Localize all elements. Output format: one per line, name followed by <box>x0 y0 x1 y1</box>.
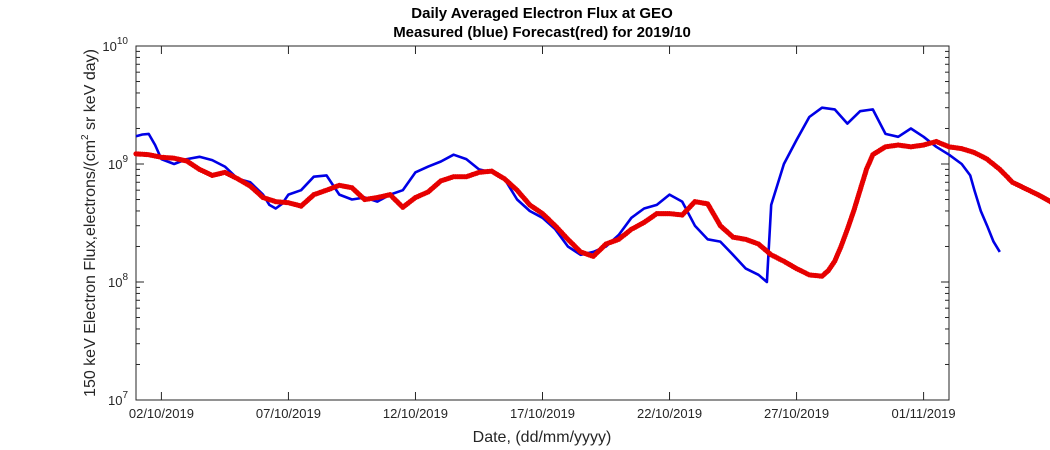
y-ticks: 107 108 109 1010 <box>102 36 949 408</box>
svg-text:150 keV Electron Flux,electron: 150 keV Electron Flux,electrons/(cm2 sr … <box>80 49 99 397</box>
x-tick-label: 22/10/2019 <box>637 406 702 421</box>
chart-subtitle: Measured (blue) Forecast(red) for 2019/1… <box>393 24 691 41</box>
chart-title: Daily Averaged Electron Flux at GEO <box>411 5 673 22</box>
y-axis-label-tail: sr keV day) <box>82 49 99 134</box>
x-tick-label: 12/10/2019 <box>383 406 448 421</box>
y-axis-label-superscript: 2 <box>80 134 91 140</box>
y-tick-label: 1010 <box>102 36 128 54</box>
series-layer <box>133 106 1050 284</box>
x-tick-label: 17/10/2019 <box>510 406 575 421</box>
y-tick-label: 108 <box>108 272 128 290</box>
x-ticks: 02/10/2019 07/10/2019 12/10/2019 17/10/2019… <box>129 46 956 421</box>
y-tick-label: 107 <box>108 390 128 408</box>
y-axis-label-main: 150 keV Electron Flux,electrons/(cm <box>82 140 99 397</box>
x-tick-label: 02/10/2019 <box>129 406 194 421</box>
x-tick-label: 01/11/2019 <box>892 406 956 421</box>
x-tick-label: 07/10/2019 <box>256 406 321 421</box>
x-axis-label: Date, (dd/mm/yyyy) <box>473 429 612 446</box>
y-axis-label: 150 keV Electron Flux,electrons/(cm2 sr … <box>80 49 99 397</box>
y-tick-label: 109 <box>108 154 128 172</box>
x-tick-label: 27/10/2019 <box>764 406 829 421</box>
plot-area <box>135 45 950 401</box>
